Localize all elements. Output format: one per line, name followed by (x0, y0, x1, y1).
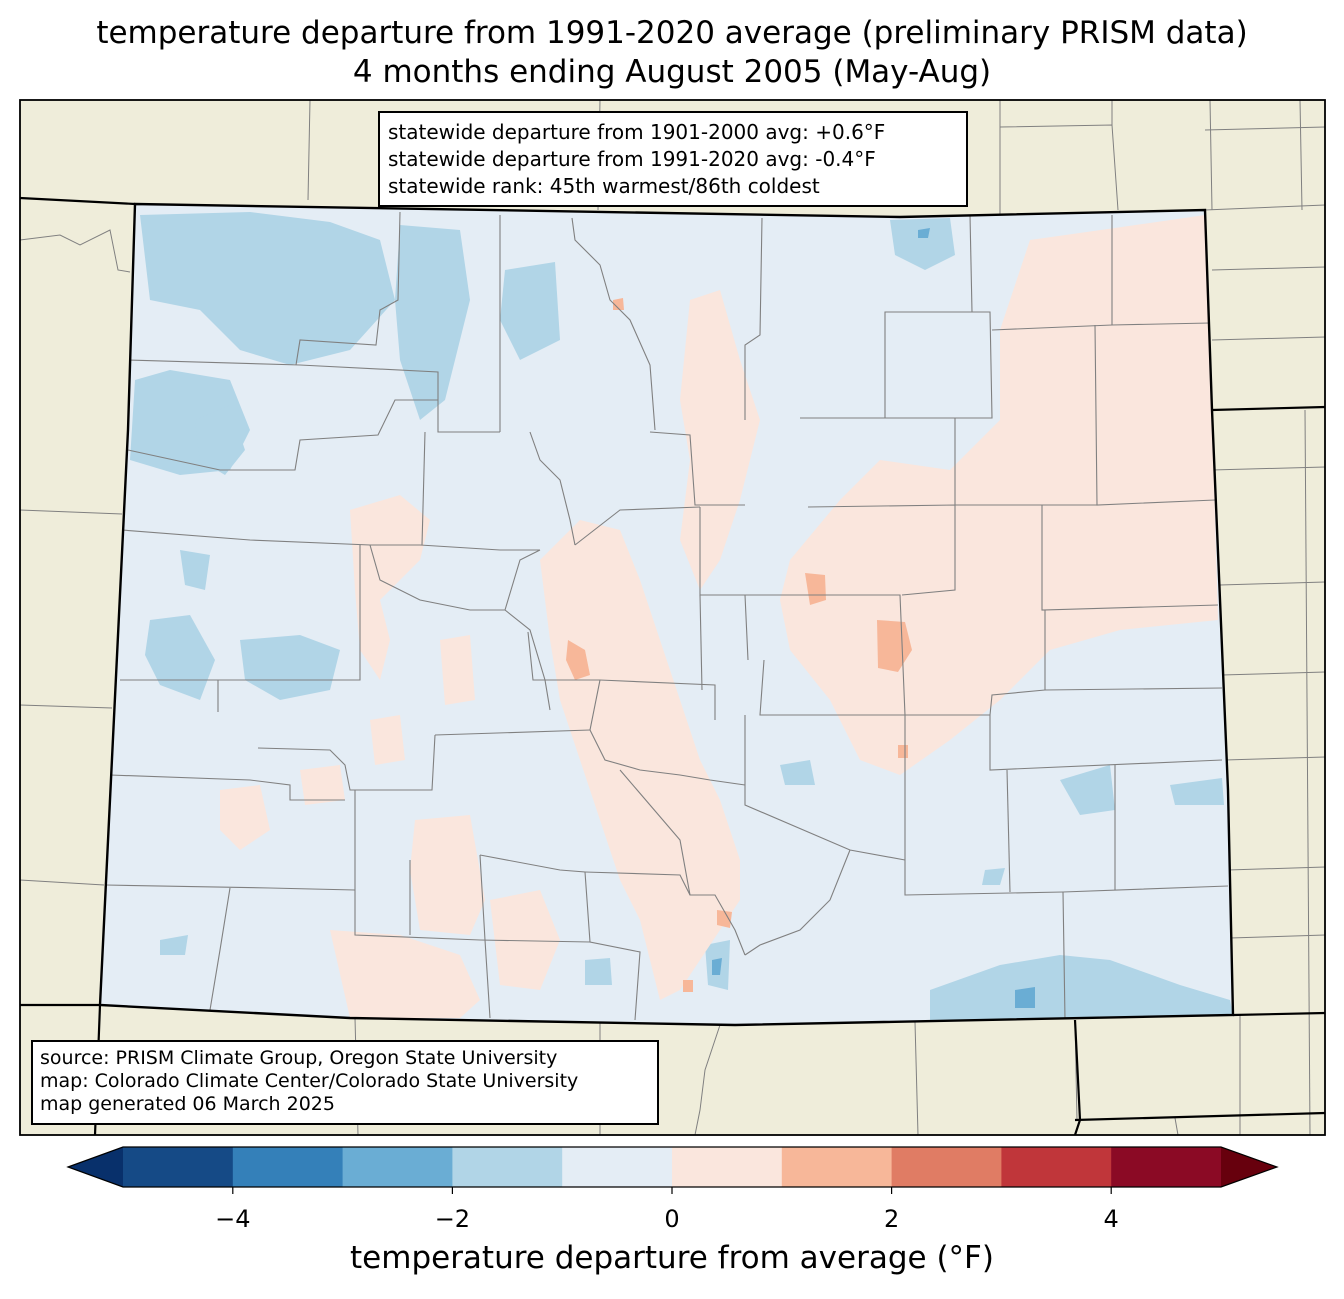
colorbar-under-arrow (68, 1147, 123, 1187)
credits-box: source: PRISM Climate Group, Oregon Stat… (31, 1040, 659, 1125)
cool-anomaly-areas (130, 212, 1233, 1020)
colorado-county-lines (104, 211, 1229, 1021)
colorbar-segment (672, 1147, 783, 1187)
credits-generated-date: map generated 06 March 2025 (40, 1093, 335, 1115)
stats-line-departure-1991-2020: statewide departure from 1991-2020 avg: … (388, 147, 876, 171)
map-title: temperature departure from 1991-2020 ave… (96, 15, 1248, 51)
cold-anomaly-spots (712, 228, 1035, 1008)
colorbar-segment (891, 1147, 1002, 1187)
colorbar-segment (452, 1147, 563, 1187)
colorbar-segment (342, 1147, 453, 1187)
temperature-anomaly-layer (130, 212, 1233, 1020)
colorbar (66, 1146, 1279, 1194)
stats-line-rank: statewide rank: 45th warmest/86th coldes… (388, 174, 820, 198)
stats-line-departure-1901-2000: statewide departure from 1901-2000 avg: … (388, 120, 886, 144)
warmer-anomaly-spots (566, 298, 912, 992)
colorbar-tick-label: 4 (1103, 1205, 1119, 1233)
colorbar-outline (66, 1146, 1279, 1188)
map-frame-content (20, 100, 1325, 1135)
colorado-state-fill (100, 204, 1233, 1025)
colorbar-tick-label: −4 (215, 1205, 251, 1233)
colorbar-tick-label: −2 (434, 1205, 471, 1233)
map-frame (19, 99, 1326, 1136)
statewide-stats-box: statewide departure from 1901-2000 avg: … (378, 111, 968, 207)
colorbar-segment (781, 1147, 893, 1187)
colorbar-label: temperature departure from average (°F) (350, 1240, 994, 1276)
credits-source: source: PRISM Climate Group, Oregon Stat… (40, 1047, 558, 1069)
colorbar-segment (1001, 1147, 1112, 1187)
colorbar-tick-label: 0 (664, 1205, 680, 1233)
map-subtitle: 4 months ending August 2005 (May-Aug) (352, 54, 992, 90)
colorbar-segment (1111, 1147, 1222, 1187)
colorado-state-border (98, 202, 1235, 1027)
colorbar-segment (232, 1147, 344, 1187)
colorbar-segment (562, 1147, 673, 1187)
credits-map: map: Colorado Climate Center/Colorado St… (40, 1070, 579, 1092)
colorbar-tick-label: 2 (883, 1205, 900, 1233)
colorbar-segment (123, 1147, 234, 1187)
colorbar-over-arrow (1221, 1147, 1277, 1187)
